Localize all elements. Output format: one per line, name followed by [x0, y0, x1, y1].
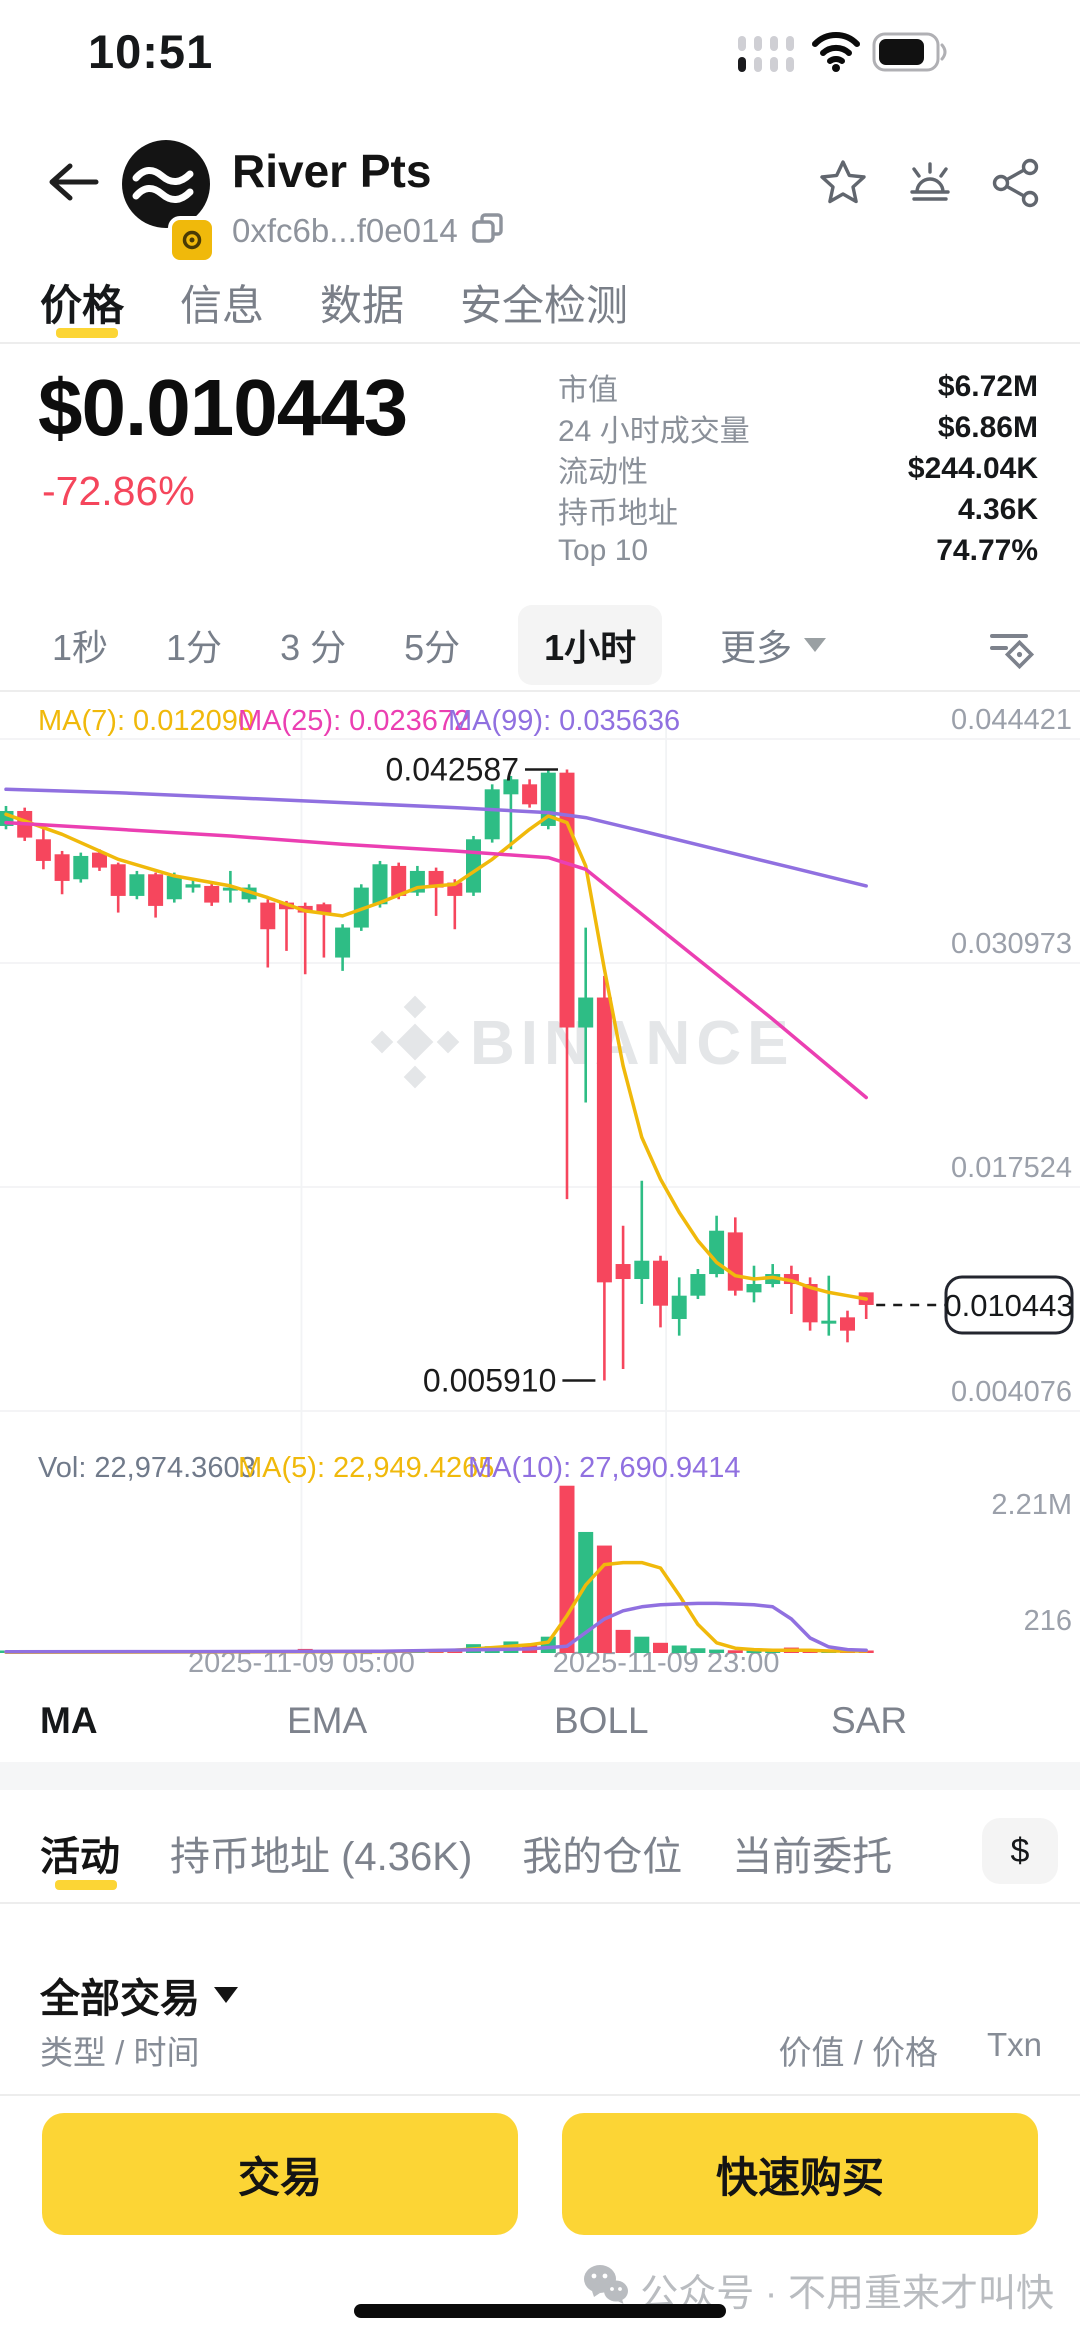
active-tab-underline [56, 328, 118, 338]
trade-button[interactable]: 交易 [42, 2113, 518, 2235]
svg-text:0.017524: 0.017524 [951, 1152, 1072, 1184]
header-actions [816, 156, 1042, 215]
contract-address-row[interactable]: 0xfc6b...f0e014 [232, 210, 506, 251]
favorite-star-icon[interactable] [816, 156, 870, 215]
stat-holders: 持币地址 4.36K [558, 492, 1038, 530]
svg-text:MA(25): 0.023672: MA(25): 0.023672 [238, 705, 470, 737]
svg-text:0.005910: 0.005910 [423, 1362, 556, 1398]
tab-holders[interactable]: 持币地址 (4.36K) [170, 1835, 473, 1879]
svg-text:216: 216 [1024, 1605, 1072, 1637]
page-title: River Pts [232, 145, 432, 197]
main-tabs: 价格 信息 数据 安全检测 [40, 272, 628, 333]
back-button[interactable] [44, 158, 100, 211]
svg-text:MA(99): 0.035636: MA(99): 0.035636 [448, 705, 680, 737]
active-bottom-tab-underline [55, 1880, 117, 1890]
market-stats: 市值 $6.72M 24 小时成交量 $6.86M 流动性 $244.04K 持… [558, 366, 1038, 571]
svg-text:0.004076: 0.004076 [951, 1376, 1072, 1408]
divider [0, 1902, 1080, 1904]
indicator-boll[interactable]: BOLL [554, 1700, 649, 1741]
svg-text:MA(5): 22,949.4265: MA(5): 22,949.4265 [238, 1452, 494, 1484]
svg-text:BINANCE: BINANCE [470, 1009, 794, 1078]
column-txn: Txn [986, 2026, 1042, 2063]
stat-top10: Top 10 74.77% [558, 533, 1038, 567]
tab-price[interactable]: 价格 [40, 282, 125, 329]
contract-address[interactable]: 0xfc6b...f0e014 [232, 211, 458, 249]
svg-text:MA(10): 27,690.9414: MA(10): 27,690.9414 [468, 1452, 740, 1484]
timeframe-1m[interactable]: 1分 [166, 627, 223, 668]
tab-open-orders[interactable]: 当前委托 [732, 1835, 893, 1879]
timeframe-3m[interactable]: 3 分 [280, 627, 347, 668]
timeframe-row: 1秒 1分 3 分 5分 1小时 更多 [0, 605, 1080, 685]
svg-text:0.044421: 0.044421 [951, 704, 1072, 736]
stat-market-cap: 市值 $6.72M [558, 369, 1038, 407]
tab-activity[interactable]: 活动 [40, 1835, 120, 1879]
token-logo [122, 140, 210, 228]
svg-text:0.010443: 0.010443 [944, 1288, 1073, 1323]
battery-icon [872, 30, 950, 79]
column-type-time: 类型 / 时间 [40, 2034, 200, 2071]
bottom-tabs: 活动 持币地址 (4.36K) 我的仓位 当前委托 [40, 1824, 892, 1882]
svg-text:0.030973: 0.030973 [951, 928, 1072, 960]
column-value-price: 价值 / 价格 [778, 2034, 938, 2071]
timeframe-1s[interactable]: 1秒 [52, 627, 109, 668]
indicator-sar[interactable]: SAR [831, 1700, 908, 1741]
chain-badge-icon [168, 216, 216, 264]
chevron-down-icon [214, 1987, 238, 2003]
currency-toggle[interactable]: $ [982, 1818, 1058, 1884]
svg-text:0.042587: 0.042587 [386, 752, 519, 788]
price-change: -72.86% [42, 468, 195, 514]
timeframe-1h-active[interactable]: 1小时 [518, 605, 663, 685]
section-band [0, 1762, 1080, 1790]
chevron-down-icon [804, 638, 827, 652]
indicator-settings-icon[interactable] [986, 624, 1036, 679]
timeframe-more[interactable]: 更多 [720, 619, 827, 671]
footer-watermark: 公众号 · 不用重来才叫快 [582, 2262, 1054, 2317]
divider [0, 2094, 1080, 2096]
price-alert-icon[interactable] [902, 156, 958, 215]
share-icon[interactable] [990, 157, 1042, 214]
home-indicator[interactable] [354, 2304, 726, 2318]
stat-liquidity: 流动性 $244.04K [558, 451, 1038, 489]
status-time: 10:51 [88, 25, 214, 78]
wechat-icon [582, 2263, 630, 2317]
quick-buy-button[interactable]: 快速购买 [562, 2113, 1038, 2235]
divider [0, 342, 1080, 344]
price-volume-chart[interactable]: 0.044421 0.030973 0.017524 0.004076 2025-11-… [0, 690, 1080, 1680]
cellular-signal-icon [738, 32, 800, 79]
stat-24h-volume: 24 小时成交量 $6.86M [558, 410, 1038, 448]
svg-text:MA(7): 0.012090: MA(7): 0.012090 [38, 705, 254, 737]
indicator-ma[interactable]: MA [40, 1700, 98, 1741]
token-price: $0.010443 [38, 363, 408, 452]
svg-text:2.21M: 2.21M [991, 1489, 1072, 1521]
svg-text:Vol: 22,974.3603: Vol: 22,974.3603 [38, 1452, 256, 1484]
wifi-icon [812, 30, 860, 77]
tab-my-position[interactable]: 我的仓位 [522, 1835, 683, 1879]
tab-info[interactable]: 信息 [180, 282, 265, 329]
tab-data[interactable]: 数据 [320, 282, 405, 329]
trade-filter-dropdown[interactable]: 全部交易 [40, 1966, 238, 2024]
tab-security-check[interactable]: 安全检测 [460, 282, 629, 329]
timeframe-5m[interactable]: 5分 [404, 627, 461, 668]
copy-icon[interactable] [470, 210, 506, 251]
indicator-ema[interactable]: EMA [287, 1700, 368, 1741]
